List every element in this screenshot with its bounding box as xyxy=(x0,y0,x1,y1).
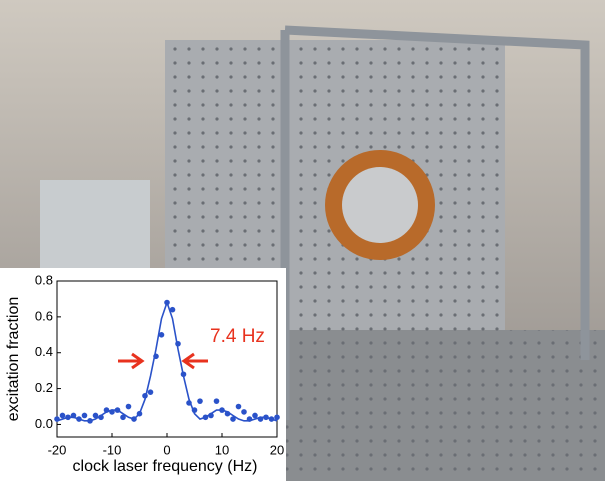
x-axis-label: clock laser frequency (Hz) xyxy=(73,458,258,475)
plot: -20 -10 0 10 20 0.0 0.2 0.4 0.6 0.8 xyxy=(35,272,284,457)
x-tick-label: -10 xyxy=(103,442,122,457)
data-point xyxy=(59,412,66,419)
x-tick-label: 10 xyxy=(215,442,229,457)
y-tick-label: 0.4 xyxy=(35,344,53,359)
y-axis-label: excitation fraction xyxy=(5,297,22,422)
y-tick-label: 0.2 xyxy=(35,380,53,395)
x-tick-label: -20 xyxy=(48,442,67,457)
data-point xyxy=(230,416,236,422)
x-tick-label: 0 xyxy=(163,442,170,457)
data-point xyxy=(120,414,126,421)
data-point xyxy=(158,331,165,338)
data-point xyxy=(274,414,280,421)
data-point xyxy=(252,412,258,419)
data-point xyxy=(197,398,203,404)
data-point xyxy=(125,403,132,410)
y-tick-label: 0.6 xyxy=(35,308,53,323)
chamber xyxy=(342,167,418,243)
data-point xyxy=(213,398,220,404)
table-holes xyxy=(260,330,605,481)
fit-line xyxy=(56,300,278,422)
annotation: 7.4 Hz xyxy=(210,326,265,347)
x-tick-label: 20 xyxy=(270,442,284,457)
inset xyxy=(0,268,286,481)
fwhm-arrows xyxy=(118,352,208,370)
y-tick-label: 0.0 xyxy=(35,416,53,431)
data-point xyxy=(147,389,154,395)
data-point xyxy=(169,306,176,313)
data-point xyxy=(235,403,242,410)
y-tick-label: 0.8 xyxy=(35,272,53,287)
data-point xyxy=(92,412,99,419)
box xyxy=(40,180,150,270)
data-point xyxy=(241,409,247,415)
data-point xyxy=(81,412,88,419)
